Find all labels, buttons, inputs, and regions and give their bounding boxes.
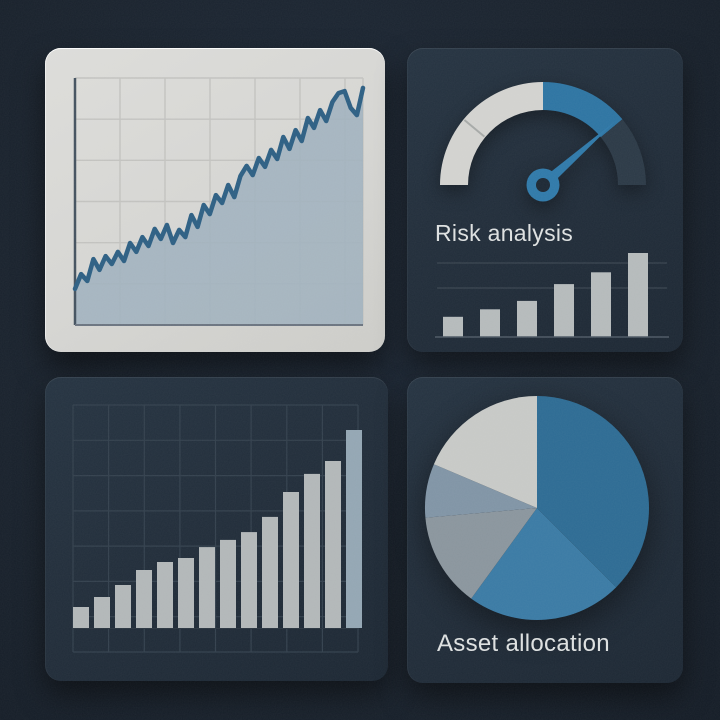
growth-bar-card	[45, 377, 388, 681]
risk-analysis-card: Risk analysis	[407, 48, 683, 352]
risk-gauge-chart	[440, 81, 647, 202]
risk-mini-bar-chart	[435, 253, 669, 338]
trend-area-chart	[72, 77, 366, 326]
trend-chart-card	[45, 48, 385, 352]
growth-bar-chart	[72, 404, 362, 653]
risk-card-title: Risk analysis	[435, 220, 574, 246]
allocation-card-title: Asset allocation	[437, 630, 610, 657]
asset-allocation-card: Asset allocation	[407, 377, 683, 683]
